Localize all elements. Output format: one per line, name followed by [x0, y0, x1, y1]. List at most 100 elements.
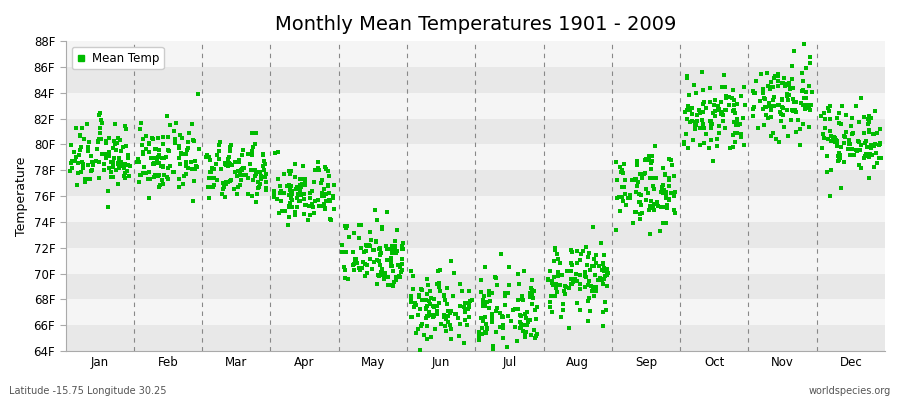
Point [119, 126, 133, 133]
Point [803, 54, 817, 60]
Point [148, 172, 163, 178]
Point [388, 243, 402, 250]
Point [582, 294, 597, 301]
Point [651, 203, 665, 209]
Point [395, 246, 410, 252]
Point [566, 279, 580, 286]
Bar [66, 41, 885, 67]
Point [795, 70, 809, 76]
Point [639, 197, 653, 203]
Point [598, 268, 612, 274]
Point [314, 192, 328, 198]
Point [763, 79, 778, 85]
Bar [66, 67, 885, 93]
Point [597, 276, 611, 283]
Point [245, 148, 259, 154]
Point [302, 203, 317, 210]
Point [662, 177, 676, 183]
Point [501, 290, 516, 296]
Point [716, 109, 730, 115]
Point [719, 92, 733, 99]
Point [585, 287, 599, 294]
Point [156, 164, 170, 170]
Point [629, 175, 643, 182]
Point [646, 200, 661, 207]
Point [723, 145, 737, 152]
Point [748, 90, 762, 96]
Point [98, 155, 112, 161]
Point [776, 112, 790, 118]
Point [563, 281, 578, 287]
Point [415, 297, 429, 304]
Point [403, 314, 418, 320]
Point [874, 155, 888, 162]
Point [586, 224, 600, 230]
Point [796, 121, 810, 127]
Point [628, 176, 643, 183]
Point [327, 182, 341, 189]
Point [821, 136, 835, 142]
Point [665, 162, 680, 168]
Point [271, 149, 285, 156]
Point [706, 110, 720, 116]
Point [798, 65, 813, 71]
Point [319, 166, 333, 172]
Point [223, 142, 238, 148]
Point [145, 135, 159, 141]
Point [246, 176, 260, 183]
Point [96, 166, 111, 173]
Point [630, 162, 644, 168]
Point [639, 186, 653, 192]
Point [667, 206, 681, 213]
Point [310, 158, 325, 165]
Point [418, 314, 433, 321]
Point [668, 210, 682, 216]
Point [284, 170, 298, 177]
Point [370, 281, 384, 287]
Point [547, 274, 562, 280]
Point [655, 182, 670, 188]
Point [659, 195, 673, 201]
Point [843, 152, 858, 158]
Point [396, 246, 410, 252]
Point [585, 284, 599, 290]
Point [832, 150, 846, 156]
Point [708, 97, 723, 103]
Point [463, 300, 477, 306]
Point [872, 140, 886, 146]
Point [709, 136, 724, 142]
Point [663, 190, 678, 196]
Point [76, 165, 90, 171]
Point [282, 213, 296, 220]
Point [65, 158, 79, 164]
Point [862, 127, 877, 134]
Point [644, 166, 659, 173]
Point [726, 132, 741, 138]
Point [417, 332, 431, 338]
Point [292, 197, 306, 204]
Point [495, 357, 509, 364]
Point [684, 111, 698, 117]
Point [456, 340, 471, 347]
Point [868, 108, 882, 114]
Point [84, 153, 98, 160]
Point [690, 118, 705, 124]
Point [529, 316, 544, 322]
Point [172, 155, 186, 162]
Point [620, 195, 634, 202]
Text: worldspecies.org: worldspecies.org [809, 386, 891, 396]
Point [858, 140, 872, 146]
Point [838, 134, 852, 140]
Point [656, 165, 670, 171]
Point [483, 298, 498, 304]
Point [462, 302, 476, 308]
Point [83, 176, 97, 182]
Point [776, 104, 790, 111]
Point [380, 209, 394, 216]
Point [94, 150, 109, 157]
Point [186, 178, 201, 184]
Point [791, 117, 806, 124]
Point [374, 250, 389, 256]
Point [580, 298, 595, 305]
Point [394, 243, 409, 250]
